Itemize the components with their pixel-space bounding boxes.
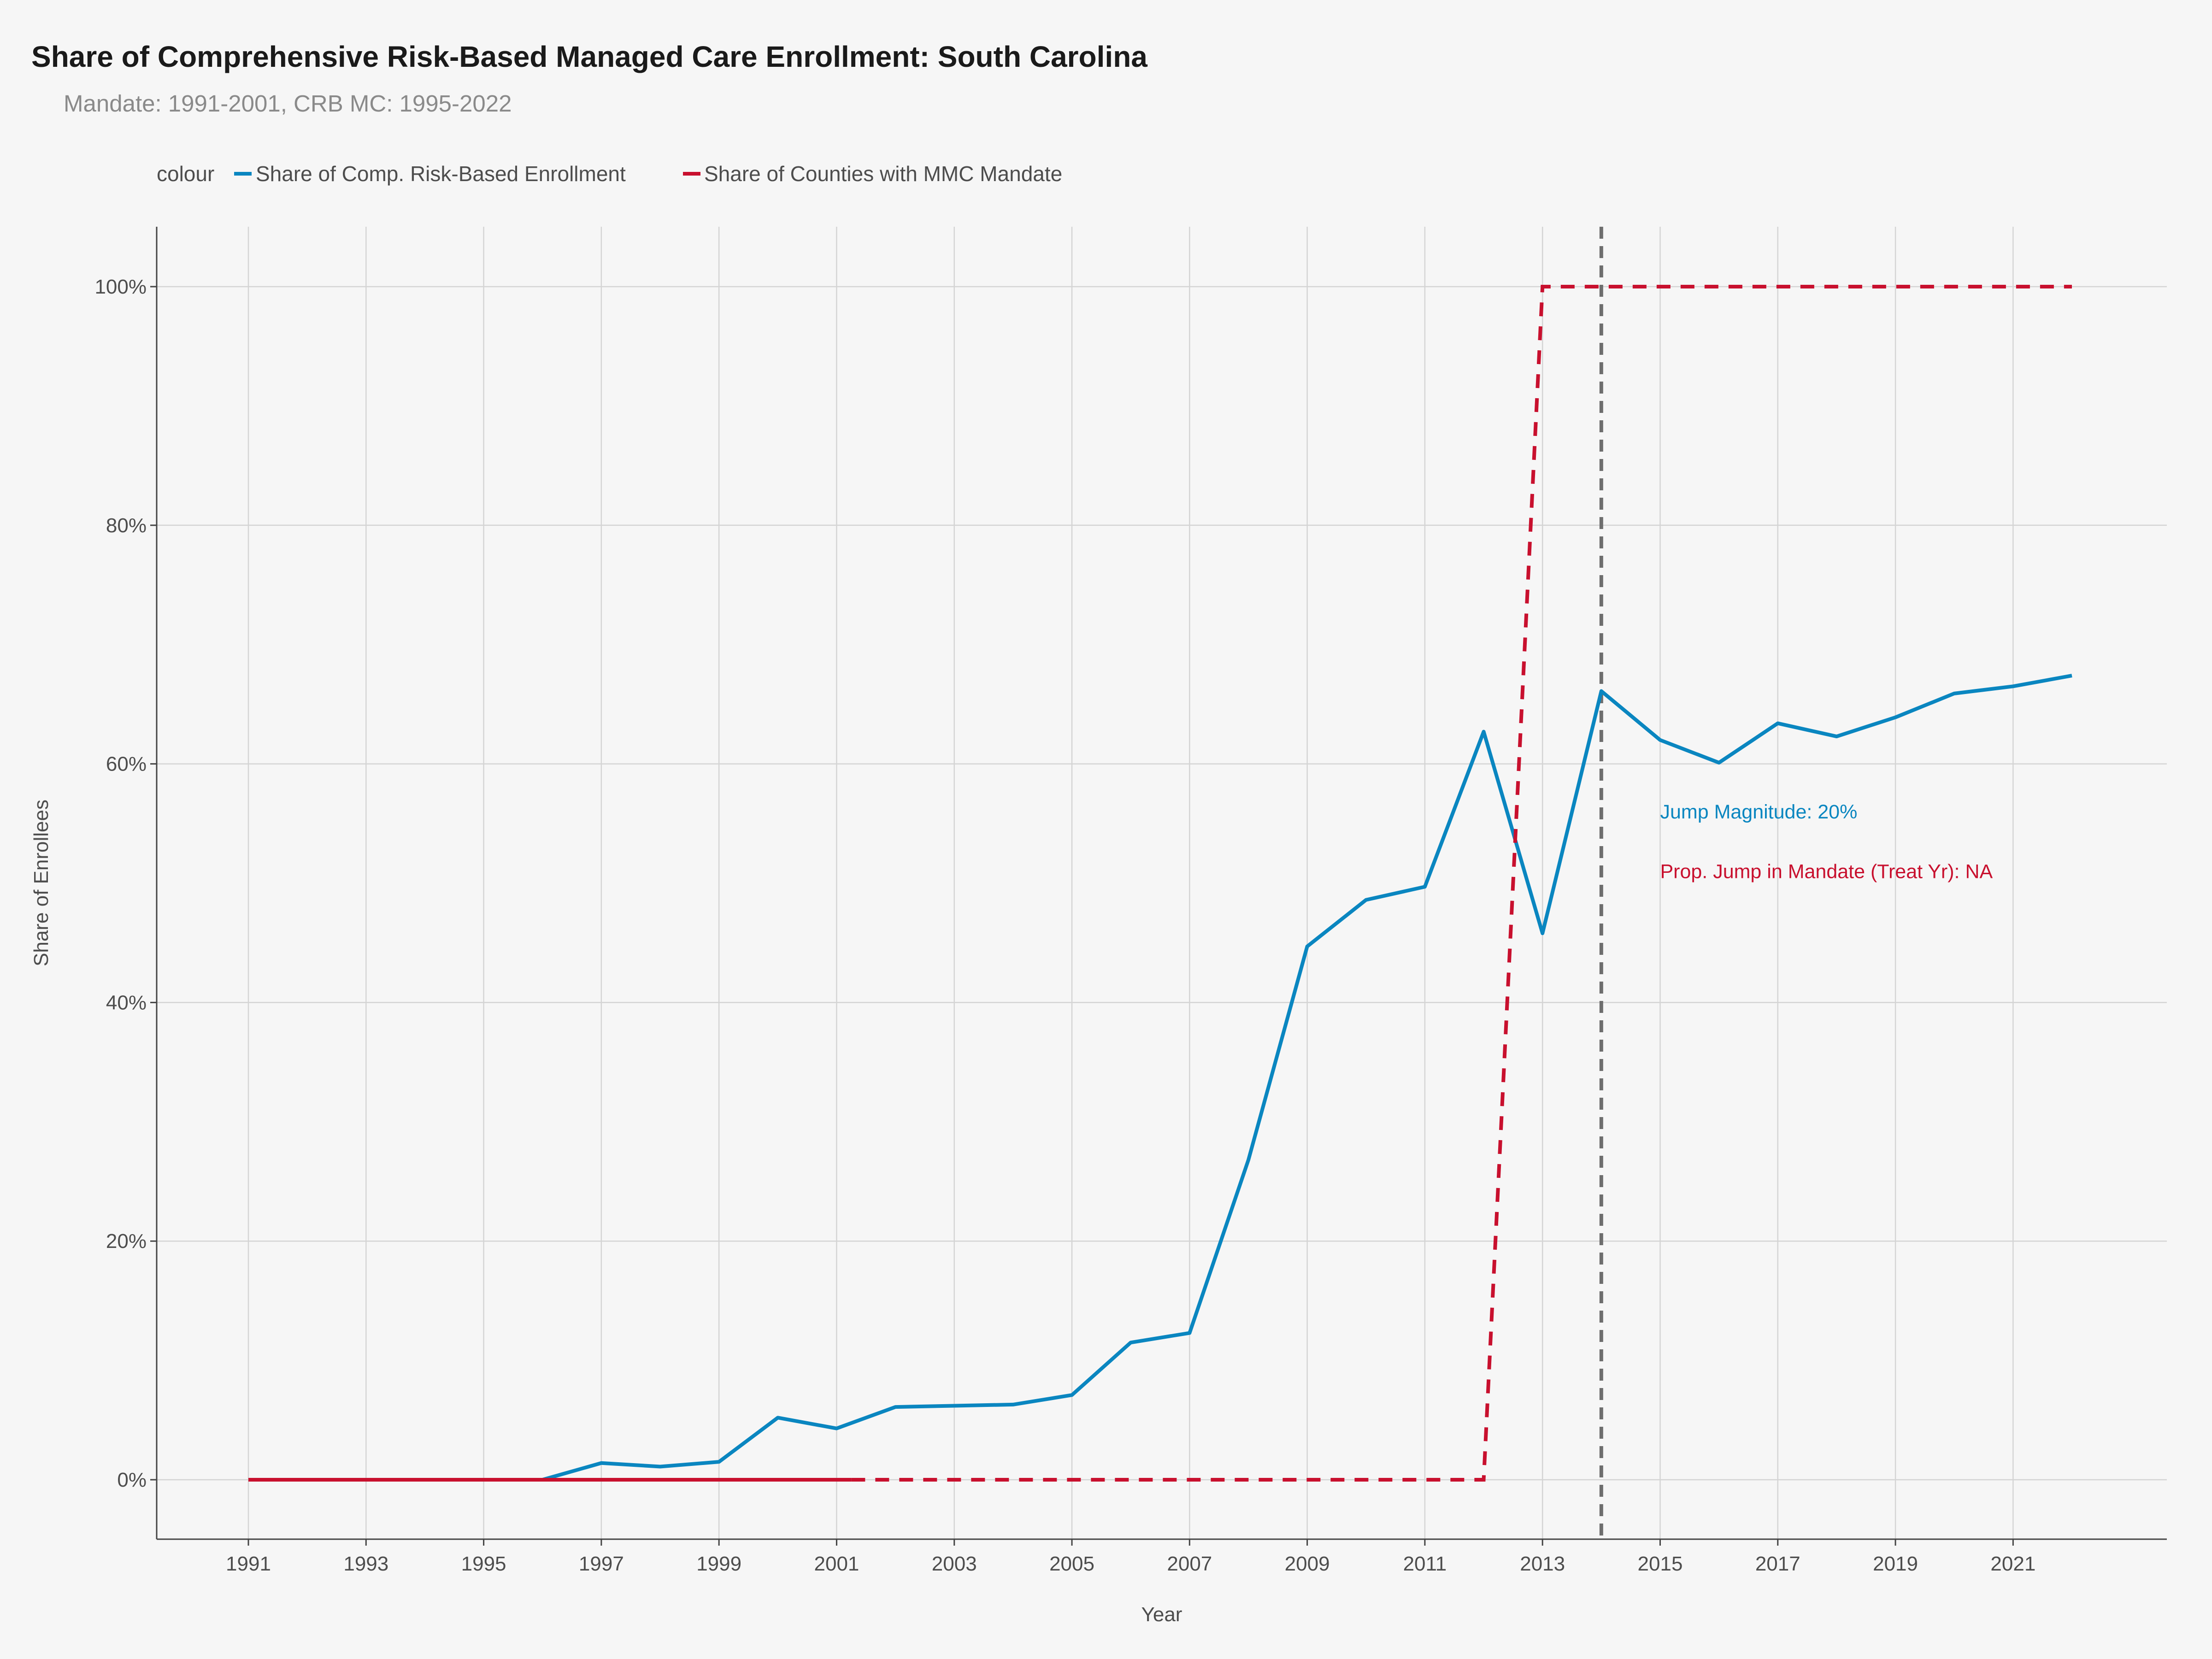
x-tick-label: 2013 <box>1520 1553 1565 1575</box>
y-tick-label: 20% <box>106 1230 147 1253</box>
legend-title: colour <box>157 162 214 186</box>
x-axis-ticks: 1991 1993 1995 1997 1999 2001 2003 2005 2007 2009… <box>226 1539 2036 1575</box>
annotation-layer: Jump Magnitude: 20% Prop. Jump in Mandate… <box>1660 801 1993 882</box>
x-axis-title: Year <box>1141 1603 1182 1626</box>
x-tick-label: 2007 <box>1167 1553 1212 1575</box>
chart-annotation: Prop. Jump in Mandate (Treat Yr): NA <box>1660 861 1993 883</box>
x-tick-label: 2011 <box>1403 1553 1447 1575</box>
x-tick-label: 2015 <box>1638 1553 1683 1575</box>
y-tick-label: 100% <box>94 276 147 298</box>
legend-entry-enrollment: Share of Comp. Risk-Based Enrollment <box>256 162 626 186</box>
chart-title: Share of Comprehensive Risk-Based Manage… <box>31 40 1147 73</box>
y-tick-label: 60% <box>106 753 147 776</box>
x-tick-label: 2009 <box>1285 1553 1330 1575</box>
x-tick-label: 2021 <box>1990 1553 2036 1575</box>
legend: colour Share of Comp. Risk-Based Enrollm… <box>157 162 1062 186</box>
x-tick-label: 2017 <box>1755 1553 1800 1575</box>
gridlines <box>157 227 2167 1539</box>
x-tick-label: 2001 <box>814 1553 859 1575</box>
x-tick-label: 1999 <box>696 1553 741 1575</box>
series-line-enrollment <box>248 674 2072 1482</box>
x-tick-label: 1993 <box>343 1553 388 1575</box>
legend-entry-mandate: Share of Counties with MMC Mandate <box>704 162 1062 186</box>
x-tick-label: 1997 <box>579 1553 624 1575</box>
x-tick-label: 2003 <box>932 1553 977 1575</box>
x-tick-label: 1995 <box>461 1553 506 1575</box>
y-tick-label: 40% <box>106 991 147 1014</box>
series-layer <box>248 227 2072 1539</box>
series-line-mandate-dashed <box>851 285 2072 1482</box>
chart-annotation: Jump Magnitude: 20% <box>1660 801 1857 823</box>
y-tick-label: 80% <box>106 514 147 537</box>
x-tick-label: 2019 <box>1873 1553 1918 1575</box>
y-axis-title: Share of Enrollees <box>30 800 53 966</box>
plot-area: 0% 20% 40% 60% 80% 100% 1991 1993 1995 1997 1999 2… <box>94 227 2167 1575</box>
y-tick-label: 0% <box>117 1469 147 1491</box>
chart-subtitle: Mandate: 1991-2001, CRB MC: 1995-2022 <box>64 90 512 117</box>
x-tick-label: 1991 <box>226 1553 271 1575</box>
y-axis-ticks: 0% 20% 40% 60% 80% 100% <box>94 276 157 1491</box>
x-tick-label: 2005 <box>1049 1553 1094 1575</box>
